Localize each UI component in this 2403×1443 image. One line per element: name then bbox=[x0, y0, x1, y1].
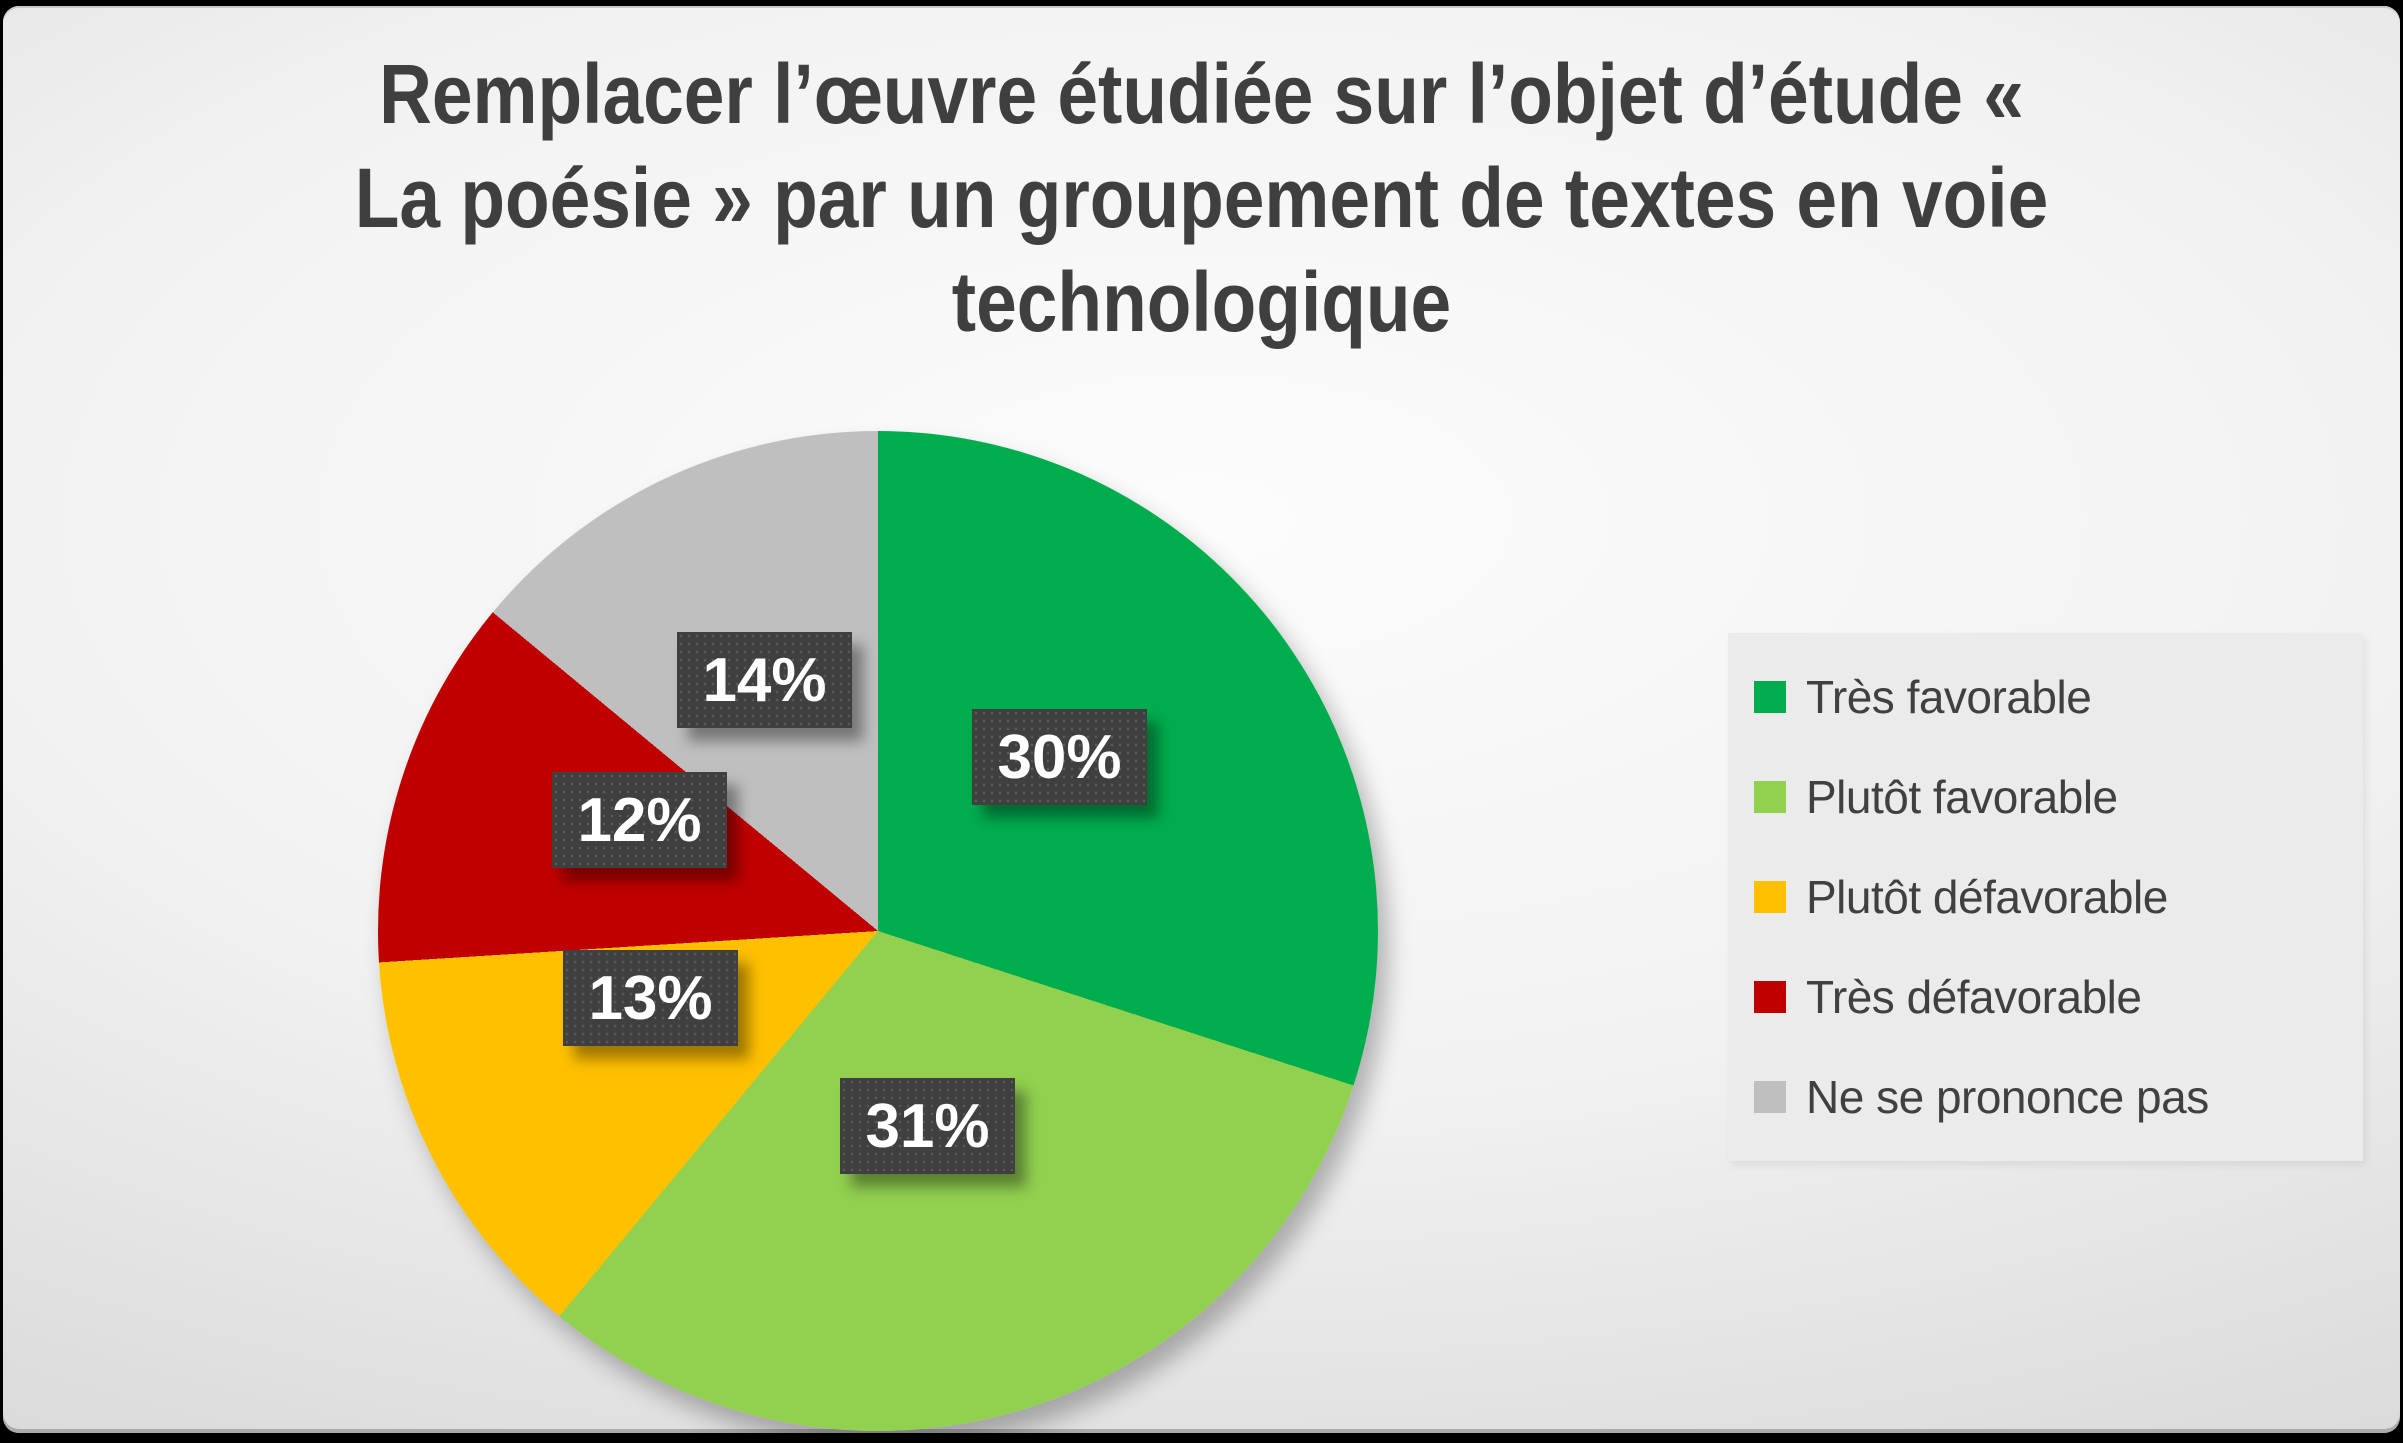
pie-data-label-ne-se-prononce-pas: 14% bbox=[677, 632, 852, 728]
pie-data-label-plutot-favorable: 31% bbox=[840, 1078, 1015, 1174]
legend-swatch-icon bbox=[1754, 781, 1786, 813]
legend-item-tres-favorable: Très favorable bbox=[1754, 674, 2353, 720]
legend-label: Très défavorable bbox=[1806, 971, 2142, 1023]
chart-title-line-1: Remplacer l’œuvre étudiée sur l’objet d’… bbox=[379, 47, 2024, 141]
legend-label: Très favorable bbox=[1806, 671, 2092, 723]
chart-legend: Très favorable Plutôt favorable Plutôt d… bbox=[1728, 633, 2363, 1161]
legend-swatch-icon bbox=[1754, 881, 1786, 913]
legend-item-plutot-favorable: Plutôt favorable bbox=[1754, 774, 2353, 820]
legend-label: Plutôt défavorable bbox=[1806, 871, 2168, 923]
legend-item-ne-se-prononce-pas: Ne se prononce pas bbox=[1754, 1074, 2353, 1120]
legend-label: Plutôt favorable bbox=[1806, 771, 2118, 823]
chart-title: Remplacer l’œuvre étudiée sur l’objet d’… bbox=[159, 42, 2244, 354]
slide-background: Remplacer l’œuvre étudiée sur l’objet d’… bbox=[3, 6, 2400, 1433]
legend-swatch-icon bbox=[1754, 1081, 1786, 1113]
pie-data-label-plutot-defavorable: 13% bbox=[563, 950, 738, 1046]
pie-data-label-tres-defavorable: 12% bbox=[552, 772, 727, 868]
chart-title-line-3: technologique bbox=[951, 255, 1452, 349]
legend-swatch-icon bbox=[1754, 681, 1786, 713]
legend-item-plutot-defavorable: Plutôt défavorable bbox=[1754, 874, 2353, 920]
pie-data-label-tres-favorable: 30% bbox=[972, 709, 1147, 805]
chart-title-line-2: La poésie » par un groupement de textes … bbox=[354, 151, 2049, 245]
legend-item-tres-defavorable: Très défavorable bbox=[1754, 974, 2353, 1020]
pie-chart bbox=[378, 431, 1378, 1431]
legend-label: Ne se prononce pas bbox=[1806, 1071, 2209, 1123]
legend-swatch-icon bbox=[1754, 981, 1786, 1013]
